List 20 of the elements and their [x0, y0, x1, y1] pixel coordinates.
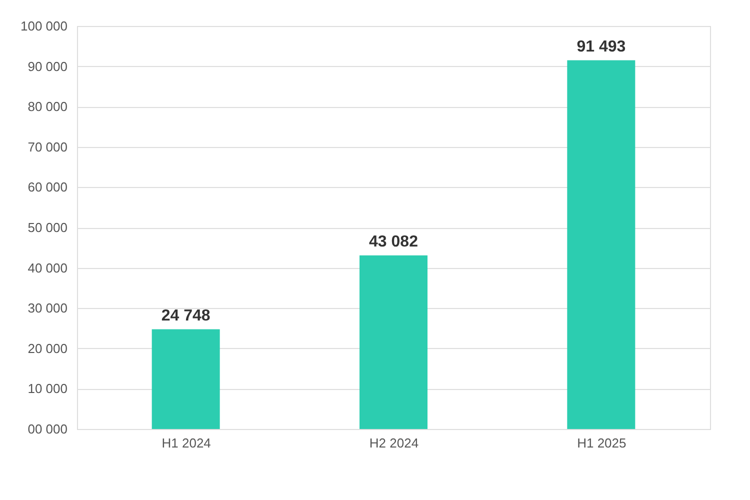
- y-tick-label: 90 000: [28, 58, 68, 74]
- bar: [567, 60, 636, 429]
- data-label: 91 493: [576, 38, 626, 56]
- x-tick-label: H2 2024: [369, 436, 419, 450]
- bar: [152, 329, 220, 429]
- y-tick-label: 20 000: [28, 340, 68, 356]
- x-tick-label: H1 2025: [577, 436, 626, 450]
- y-tick-label: 100 000: [20, 18, 68, 34]
- y-tick-label: 30 000: [28, 300, 68, 316]
- y-tick-label: 40 000: [28, 260, 68, 276]
- data-label: 24 748: [161, 307, 210, 324]
- y-tick-label: 60 000: [28, 180, 68, 195]
- y-tick-label: 10 000: [28, 381, 68, 396]
- y-tick-label: 70 000: [28, 139, 68, 154]
- bar: [360, 255, 428, 429]
- data-label: 43 082: [369, 233, 418, 250]
- x-tick-label: H1 2024: [162, 436, 211, 450]
- y-tick-label: 00 000: [28, 422, 68, 436]
- y-tick-label: 80 000: [28, 99, 68, 114]
- y-tick-label: 50 000: [28, 220, 68, 235]
